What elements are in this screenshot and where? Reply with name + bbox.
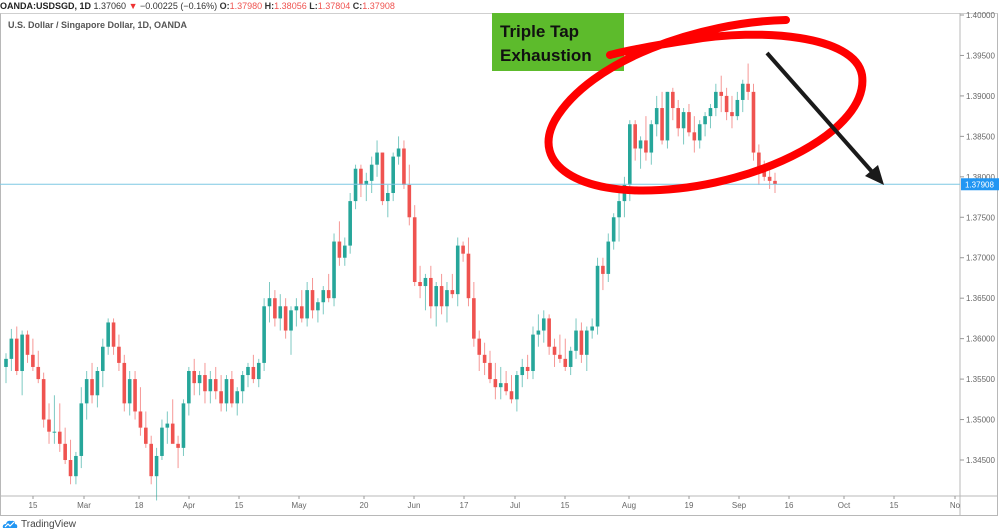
current-price-badge (961, 178, 999, 191)
x-tick-label: 15 (561, 501, 570, 510)
annotation-label-line2: Exhaustion (500, 46, 592, 65)
open-value: 1.37980 (229, 1, 263, 11)
down-arrow-icon: ▼ (128, 1, 138, 11)
x-tick-label: Jul (510, 501, 520, 510)
x-tick-label: No (950, 501, 961, 510)
tradingview-logo-icon (2, 520, 18, 528)
chart-subtitle: U.S. Dollar / Singapore Dollar, 1D, OAND… (8, 20, 188, 30)
y-tick-label: 1.35500 (966, 375, 995, 384)
y-tick-label: 1.39500 (966, 51, 995, 60)
close-value: 1.37908 (362, 1, 395, 11)
footer: TradingView (2, 516, 76, 532)
x-tick-label: Sep (732, 501, 747, 510)
y-tick-label: 1.36000 (966, 335, 995, 344)
y-tick-label: 1.38000 (966, 173, 995, 182)
x-tick-label: 18 (135, 501, 144, 510)
last-price: 1.37060 (93, 1, 127, 11)
y-tick-label: 1.40000 (966, 11, 995, 20)
tradingview-brand[interactable]: TradingView (21, 518, 77, 530)
y-tick-label: 1.36500 (966, 294, 995, 303)
x-tick-label: May (291, 501, 306, 510)
x-tick-label: 16 (785, 501, 794, 510)
x-tick-label: Oct (838, 501, 851, 510)
y-tick-label: 1.35000 (966, 416, 995, 425)
close-label: C: (352, 1, 363, 11)
annotation-label-line1: Triple Tap (500, 22, 579, 41)
x-tick-label: Aug (622, 501, 636, 510)
open-label: O: (219, 1, 230, 11)
high-value: 1.38056 (274, 1, 307, 11)
candles (4, 63, 777, 501)
current-price-label: 1.37908 (965, 180, 994, 189)
x-tick-label: 15 (890, 501, 899, 510)
y-tick-label: 1.39000 (966, 92, 995, 101)
x-tick-label: 15 (235, 501, 244, 510)
highlight-circle (544, 16, 867, 195)
x-tick-label: 17 (460, 501, 469, 510)
price-change: −0.00225 (−0.16%) (140, 1, 218, 11)
high-label: H: (264, 1, 275, 11)
arrow-head-icon (865, 165, 884, 185)
y-tick-label: 1.34500 (966, 456, 995, 465)
annotation-label-box (492, 13, 624, 71)
symbol-label: OANDA:USDSGD, 1D (0, 1, 92, 11)
low-label: L: (309, 1, 318, 11)
symbol-header: OANDA:USDSGD, 1D 1.37060 ▼ −0.00225 (−0.… (0, 0, 1000, 12)
low-value: 1.37804 (317, 1, 351, 11)
x-tick-label: Mar (77, 501, 91, 510)
y-tick-label: 1.38500 (966, 132, 995, 141)
y-tick-label: 1.37000 (966, 254, 995, 263)
y-tick-label: 1.37500 (966, 213, 995, 222)
x-tick-label: 15 (29, 501, 38, 510)
x-tick-label: 20 (360, 501, 369, 510)
x-tick-label: 19 (685, 501, 694, 510)
x-tick-label: Apr (183, 501, 196, 510)
down-trend-arrow (765, 51, 876, 176)
x-tick-label: Jun (408, 501, 421, 510)
